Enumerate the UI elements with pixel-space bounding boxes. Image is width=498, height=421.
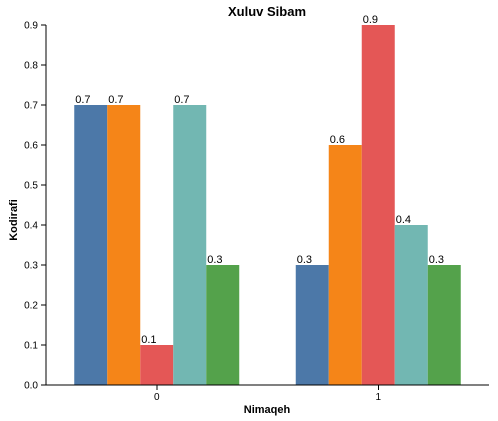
data-label-cat-1-series-3: 0.9 (363, 14, 378, 26)
y-tick-label: 0.7 (24, 101, 38, 112)
y-tick-label: 0.2 (24, 301, 38, 312)
data-label-cat-0-series-1: 0.7 (75, 94, 90, 106)
y-tick-label: 0.6 (24, 141, 38, 152)
bar-cat-1-series-2 (328, 145, 362, 385)
data-label-cat-0-series-3: 0.1 (141, 334, 156, 346)
data-label-cat-0-series-4: 0.7 (174, 94, 189, 106)
x-axis-title: Nimaqeh (244, 404, 291, 416)
y-tick-label: 0.0 (24, 381, 38, 392)
data-label-cat-1-series-1: 0.3 (297, 254, 312, 266)
bar-cat-1-series-1 (295, 265, 329, 385)
data-label-cat-1-series-5: 0.3 (429, 254, 444, 266)
y-tick-label: 0.9 (24, 21, 38, 32)
data-label-cat-0-series-2: 0.7 (108, 94, 123, 106)
data-labels-group: 0.7 0.7 0.1 0.7 0.3 0.3 0.6 0.9 0.4 0.3 (75, 14, 444, 346)
bar-cat-0-series-5 (206, 265, 240, 385)
y-tick-label: 0.4 (24, 221, 38, 232)
bar-cat-0-series-3 (140, 345, 174, 385)
data-label-cat-1-series-4: 0.4 (396, 214, 411, 226)
data-label-cat-0-series-5: 0.3 (207, 254, 222, 266)
data-label-cat-1-series-2: 0.6 (330, 134, 345, 146)
bar-cat-1-series-5 (427, 265, 461, 385)
bar-cat-1-series-4 (394, 225, 428, 385)
y-tick-label: 0.3 (24, 261, 38, 272)
x-tick-label: 1 (375, 392, 381, 403)
bar-cat-0-series-2 (107, 105, 141, 385)
bars-group (74, 25, 461, 385)
chart-title: Xuluv Sibam (228, 4, 306, 19)
bar-cat-0-series-4 (173, 105, 207, 385)
y-tick-label: 0.8 (24, 61, 38, 72)
y-axis-title: Kodirafi (8, 199, 20, 241)
bar-cat-0-series-1 (74, 105, 108, 385)
x-tick-label: 0 (154, 392, 160, 403)
y-tick-label: 0.5 (24, 181, 38, 192)
bar-cat-1-series-3 (361, 25, 395, 385)
y-tick-label: 0.1 (24, 341, 38, 352)
y-axis: 0.0 0.1 0.2 0.3 0.4 0.5 0.6 0.7 0.8 0.9 (24, 21, 47, 392)
